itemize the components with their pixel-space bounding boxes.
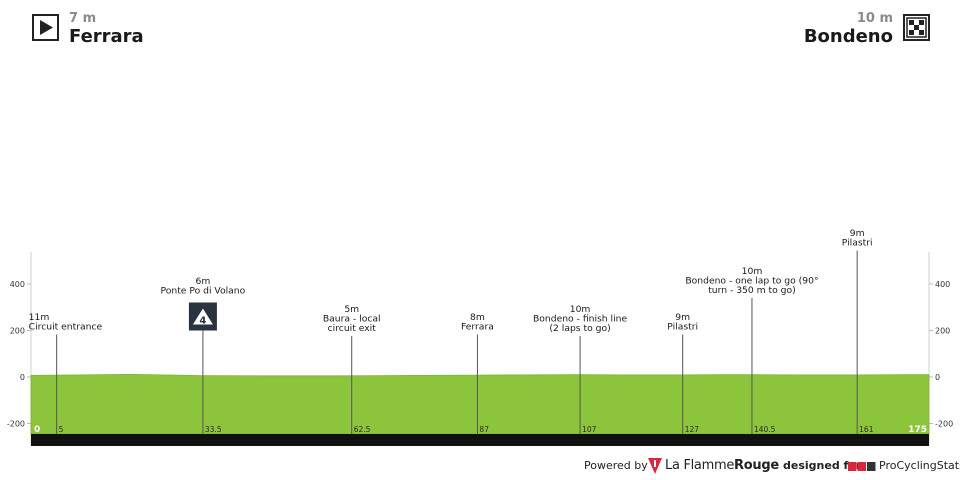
marker-altitude-label: 10m: [742, 266, 763, 277]
climb-badge-mountain: [192, 308, 213, 325]
start-altitude: 7 m: [69, 11, 97, 26]
marker-km-label: 33.5: [205, 425, 222, 434]
marker-altitude-label: 10m: [570, 304, 591, 315]
lfr-brand-bold: Rouge: [734, 458, 779, 473]
marker-km-label: 107: [582, 425, 597, 434]
lfr-brand-light: La Flamme: [665, 458, 735, 473]
marker-name-label: Baura - local: [323, 314, 381, 325]
marker-km-label: 62.5: [354, 425, 371, 434]
marker-km-label: 127: [685, 425, 700, 434]
finish-altitude: 10 m: [856, 11, 893, 26]
start-km-label: 0: [34, 425, 40, 435]
start-info: 7 m Ferrara: [69, 11, 144, 48]
climb-category-badge-icon: 4: [188, 302, 217, 331]
marker-name-label: Ponte Po di Volano: [161, 286, 246, 297]
marker-name-label: Bondeno - finish line: [533, 314, 627, 325]
la-flamme-rouge-logo-icon: [648, 458, 662, 477]
start-play-icon: [32, 14, 59, 41]
marker-altitude-label: 6m: [196, 276, 211, 287]
marker-name-label: Pilastri: [842, 238, 873, 249]
powered-by-text: Powered by: [584, 459, 648, 472]
marker-name-label: circuit exit: [328, 323, 377, 334]
marker-km-label: 161: [859, 425, 874, 434]
la-flamme-rouge-link[interactable]: La FlammeRouge: [665, 458, 779, 473]
finish-flag-icon: [903, 14, 930, 41]
marker-altitude-label: 11m: [29, 312, 50, 323]
marker-km-label: 5: [59, 425, 64, 434]
marker-km-label: 140.5: [754, 425, 776, 434]
y-tick-label-right: -200: [935, 420, 953, 429]
procyclingstats-link[interactable]: ProCyclingStats: [879, 459, 960, 472]
marker-altitude-label: 9m: [675, 312, 690, 323]
marker-altitude-label: 8m: [470, 312, 485, 323]
y-tick-label-left: 400: [10, 280, 25, 289]
y-tick-label-right: 400: [935, 280, 950, 289]
finish-info: 10 m Bondeno: [803, 11, 893, 48]
pcs-logo-icon: [848, 461, 876, 474]
distance-band: [31, 434, 929, 446]
marker-altitude-label: 5m: [344, 304, 359, 315]
finish-town: Bondeno: [803, 26, 893, 47]
marker-name-label: Ferrara: [461, 322, 494, 333]
marker-name-label: Pilastri: [667, 322, 698, 333]
y-tick-label-left: 200: [10, 327, 25, 336]
y-tick-label-left: 0: [20, 373, 25, 382]
designed-for-text: designed for: [783, 459, 862, 472]
marker-km-label: 87: [479, 425, 489, 434]
marker-name-label: Circuit entrance: [29, 322, 103, 333]
climb-category-label: 4: [199, 316, 206, 327]
y-tick-label-right: 200: [935, 327, 950, 336]
marker-name-label: turn - 350 m to go): [708, 285, 796, 296]
y-tick-label-right: 0: [935, 373, 940, 382]
start-town: Ferrara: [69, 26, 144, 47]
marker-altitude-label: 9m: [850, 228, 865, 239]
marker-name-label: (2 laps to go): [549, 323, 610, 334]
marker-name-label: Bondeno - one lap to go (90°: [685, 276, 818, 287]
end-km-label: 175: [908, 425, 927, 435]
y-tick-label-left: -200: [7, 420, 25, 429]
